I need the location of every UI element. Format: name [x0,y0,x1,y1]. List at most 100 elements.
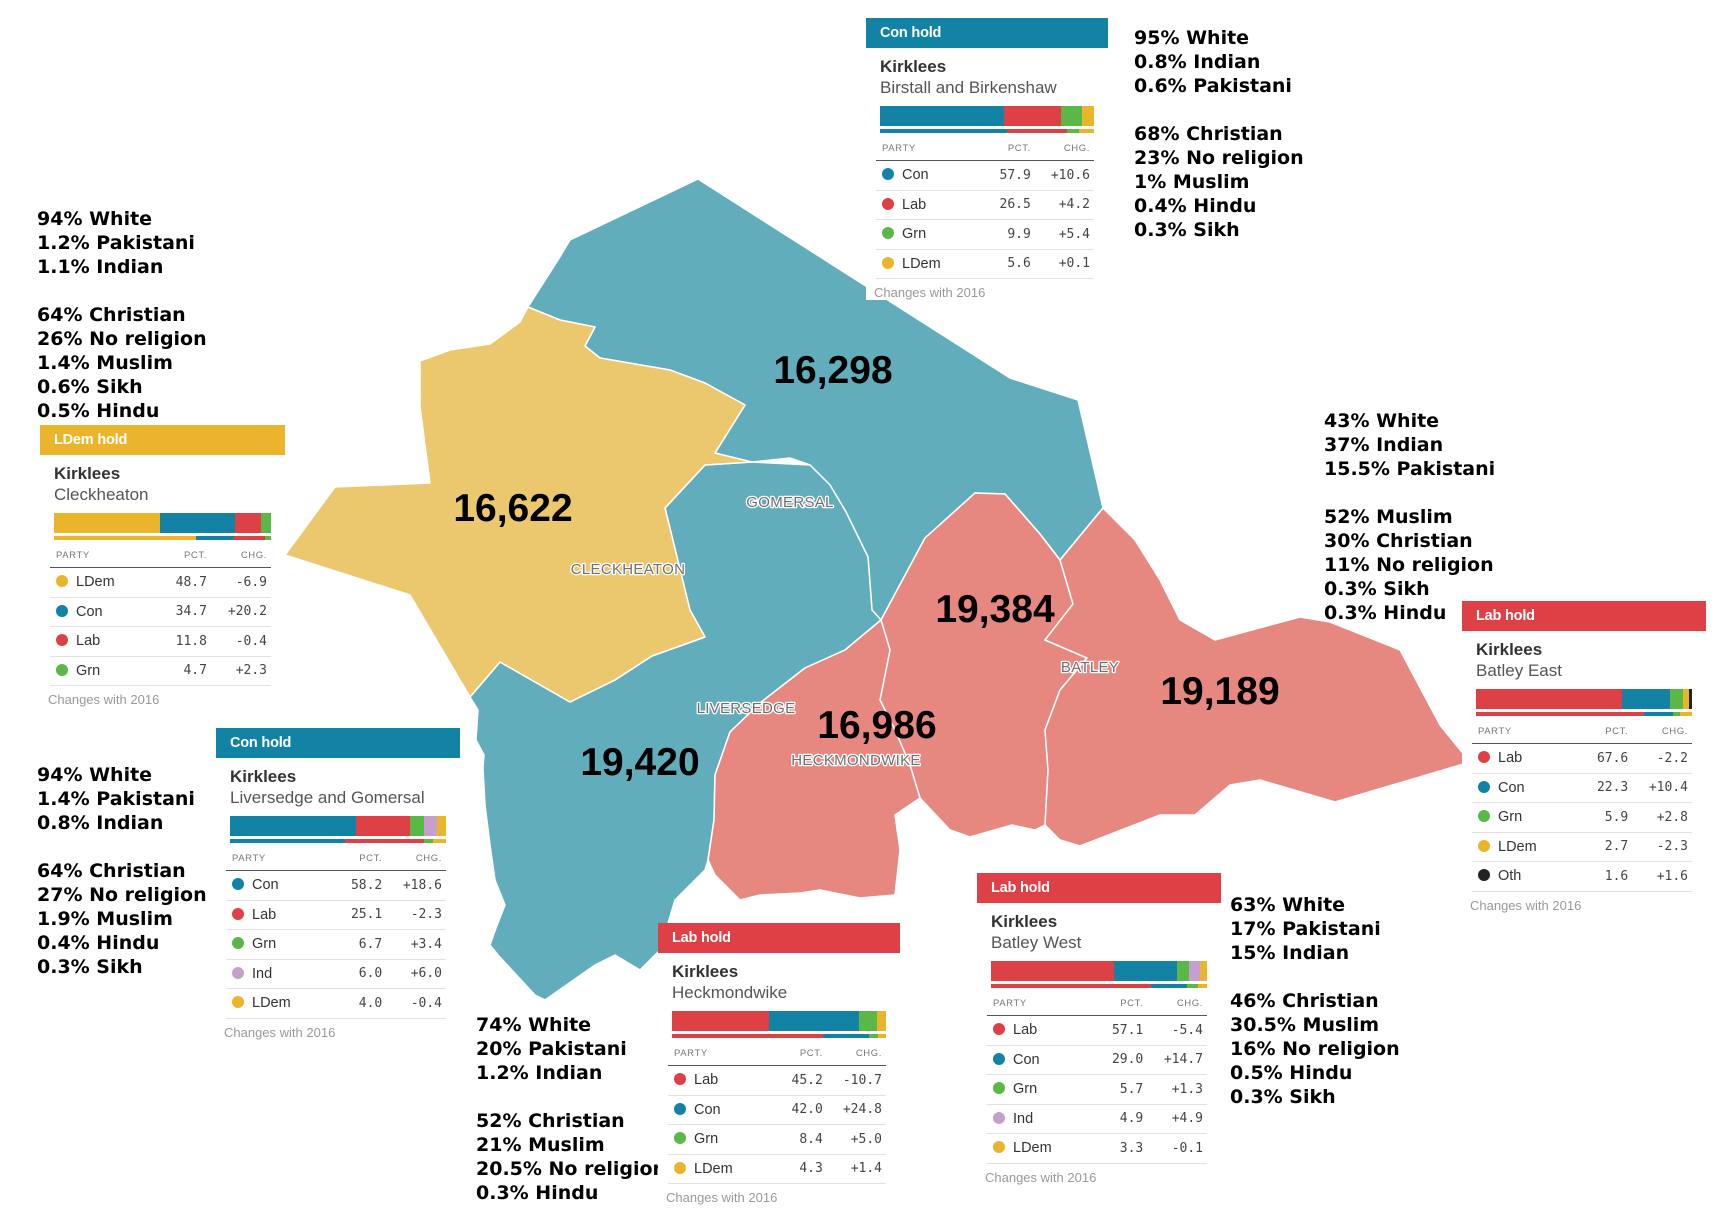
previous-segment-grn [869,1034,879,1038]
result-card-batley-east[interactable]: Lab hold Kirklees Batley East PARTY PCT. CHG.… [1462,601,1706,913]
pct-cell: 4.0 [336,988,383,1019]
chg-cell: +4.9 [1143,1104,1207,1134]
pct-cell: 5.9 [1582,802,1629,833]
religion-line: 0.4% Hindu [37,932,160,954]
previous-segment-lab [672,1034,823,1038]
place-label-gomersal: GOMERSAL [746,494,833,511]
party-name: LDem [1498,838,1537,855]
party-name: Grn [76,662,101,679]
religion-line: 30.5% Muslim [1230,1014,1380,1036]
ward-cleckheaton[interactable] [284,306,753,703]
ward-name: Batley East [1476,661,1562,680]
chg-cell: +10.4 [1628,773,1692,803]
results-header-row: PARTY PCT. CHG. [876,141,1094,161]
share-segment-grn [409,816,425,836]
result-row-lab: Lab 26.5 +4.2 [876,190,1094,220]
result-row-grn: Grn 8.4 +5.0 [668,1124,886,1155]
party-color-dot [993,1082,1005,1095]
share-segment-lab [672,1011,769,1031]
religion-line: 0.3% Sikh [1230,1086,1336,1108]
ethnicity-line: 20% Pakistani [476,1038,627,1060]
share-segment-grn [1060,106,1082,126]
result-row-lab: Lab 45.2 -10.7 [668,1065,886,1096]
ward-heckmondwike[interactable] [707,619,921,901]
chg-cell: +3.4 [382,929,446,960]
party-name: Con [694,1101,721,1118]
card-body: Kirklees Birstall and Birkenshaw PARTY PCT.… [866,57,1108,300]
spacer [1134,98,1304,122]
ward-name: Cleckheaton [54,485,149,504]
previous-segment-ldem [878,1034,886,1038]
result-card-birstall[interactable]: Con hold Kirklees Birstall and Birkenshaw P… [866,18,1108,300]
chg-cell: +6.0 [382,959,446,989]
chg-cell: +14.7 [1143,1045,1207,1075]
pct-cell: 29.0 [1097,1045,1144,1075]
chg-cell: +24.8 [822,1095,886,1125]
place-label-liversedge: LIVERSEDGE [697,700,796,717]
party-color-dot [993,1111,1005,1124]
previous-segment-con [1150,984,1188,988]
party-cell: Grn [1472,802,1582,833]
party-color-dot [232,996,244,1009]
party-name: Oth [1498,868,1522,885]
ward-name: Liversedge and Gomersal [230,788,425,807]
result-card-cleckheaton[interactable]: LDem hold Kirklees Cleckheaton PARTY PCT. CHG… [40,425,285,707]
share-segment-ldem [1081,106,1094,126]
council-name: Kirklees [54,464,121,483]
results-table: PARTY PCT. CHG. LDem 48.7 -6.9 Con 34.7 +20.2 Lab… [50,548,271,686]
religion-line: 0.6% Sikh [37,376,143,398]
result-row-grn: Grn 5.7 +1.3 [987,1074,1207,1105]
party-cell: Lab [987,1015,1097,1046]
share-segment-ind [424,816,438,836]
party-cell: Ind [987,1104,1097,1134]
share-segment-lab [991,961,1115,981]
religion-line: 11% No religion [1324,554,1494,576]
result-row-ldem: LDem 4.3 +1.4 [668,1154,886,1184]
ethnicity-line: 15% Indian [1230,942,1350,964]
changes-note: Changes with 2016 [666,1190,778,1205]
result-card-heckmondwike[interactable]: Lab hold Kirklees Heckmondwike PARTY PCT. CHG… [658,923,900,1205]
result-row-grn: Grn 5.9 +2.8 [1472,802,1692,833]
ward-batley-east[interactable] [1044,507,1471,847]
religion-line: 23% No religion [1134,147,1304,169]
population-batley-east: 19,189 [1160,670,1279,713]
ethnicity-line: 1.2% Pakistani [37,232,195,254]
party-cell: LDem [50,567,161,598]
party-cell: Lab [50,626,161,657]
current-share-bar [880,106,1094,126]
religion-line: 64% Christian [37,860,186,882]
column-header: CHG. [382,851,446,871]
population-heckmondwike: 16,986 [817,704,936,747]
place-label-cleckheaton: CLECKHEATON [571,561,685,578]
party-color-dot [232,966,244,979]
share-segment-oth [1688,689,1692,709]
previous-segment-grn [423,839,434,843]
previous-segment-con [880,129,1008,133]
party-cell: Con [226,870,336,901]
party-cell: Con [668,1095,777,1125]
religion-line: 52% Christian [476,1110,625,1132]
vote-share-bars [880,106,1094,133]
result-row-con: Con 58.2 +18.6 [226,870,446,901]
chg-cell: -2.3 [1628,832,1692,862]
demographics-liversedge: 94% White 1.4% Pakistani 0.8% Indian 64% Ch… [37,763,207,979]
party-name: Lab [76,633,101,650]
chg-cell: -0.4 [382,988,446,1019]
party-color-dot [882,256,894,269]
pct-cell: 11.8 [160,626,207,657]
column-header: PARTY [876,141,985,161]
place-label-heckmondwike: HECKMONDWIKE [791,752,920,769]
religion-line: 16% No religion [1230,1038,1400,1060]
chg-cell: +1.3 [1143,1074,1207,1105]
pct-cell: 6.7 [336,929,383,960]
result-card-liversedge[interactable]: Con hold Kirklees Liversedge and Gomersal P… [216,728,460,1040]
column-header: PARTY [50,548,161,568]
previous-segment-lab [1476,712,1644,716]
column-header: PCT. [777,1046,823,1066]
party-name: LDem [1013,1140,1052,1157]
share-segment-grn [260,513,271,533]
chg-cell: +5.4 [1030,219,1094,250]
ethnicity-line: 0.6% Pakistani [1134,75,1292,97]
result-card-batley-west[interactable]: Lab hold Kirklees Batley West PARTY PCT. CHG.… [977,873,1221,1185]
hold-banner: Lab hold [658,923,900,953]
